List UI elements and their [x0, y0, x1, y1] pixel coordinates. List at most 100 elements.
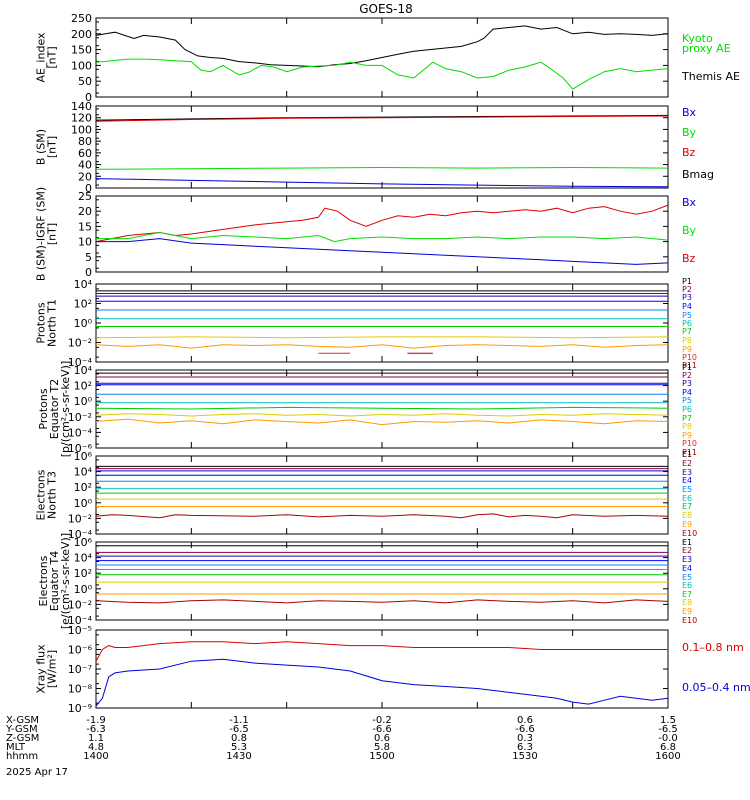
- series-line-Bz: [95, 204, 669, 243]
- y-axis-label: [nT]: [46, 223, 59, 245]
- y-tick-label: 50: [78, 75, 92, 88]
- panel-frame: [95, 541, 669, 621]
- y-axis-label: B (SM)-IGRF (SM): [35, 187, 48, 281]
- legend-entry: P1: [682, 363, 692, 372]
- x-row-value: 5.3: [231, 742, 247, 753]
- y-axis-label: North T1: [46, 299, 59, 347]
- legend-entry: P7: [682, 414, 692, 423]
- y-axis-label: [nT]: [46, 46, 59, 68]
- y-axis-label: Protons: [35, 302, 48, 343]
- x-row-value: 6.3: [517, 742, 533, 753]
- y-tick-label: 10⁴: [74, 466, 93, 479]
- y-tick-label: 10²: [74, 481, 92, 494]
- y-axis-label: North T3: [46, 471, 59, 519]
- y-tick-label: 10⁻²: [68, 337, 92, 350]
- series-line-Bx: [96, 238, 669, 265]
- x-row-value: -6.6: [372, 724, 392, 735]
- y-axis-label: [nT]: [46, 136, 59, 158]
- y-tick-label: 10²: [74, 567, 92, 580]
- y-tick-label: 40: [78, 159, 92, 172]
- legend-entry: Bx: [682, 196, 697, 209]
- y-tick-label: 15: [78, 220, 92, 233]
- legend-entry: P2: [682, 285, 692, 294]
- y-tick-label: 80: [78, 135, 92, 148]
- x-row-value: 5.8: [374, 742, 390, 753]
- y-tick-label: 10⁶: [74, 450, 93, 463]
- x-row-value: 0.3: [517, 733, 533, 744]
- x-row-value: 1400: [83, 751, 108, 762]
- series-line-E10: [95, 599, 669, 604]
- y-tick-label: 10⁰: [74, 497, 93, 510]
- y-tick-label: 10⁻²: [68, 598, 92, 611]
- legend-entry: P2: [682, 371, 692, 380]
- y-tick-label: 10⁻⁵: [68, 624, 92, 637]
- y-axis-label: Equator T2: [48, 379, 61, 439]
- x-row-value: 0.6: [374, 733, 390, 744]
- legend-entry: P3: [682, 293, 692, 302]
- y-tick-label: 10⁰: [74, 583, 93, 596]
- y-tick-label: 5: [85, 251, 92, 264]
- x-axis-annotation: X-GSM -1.9 -1.1 -0.2 0.6 1.5 Y-GSM -6.3 -6.5 -6.6…: [5, 715, 681, 778]
- series-line-By: [95, 166, 669, 170]
- legend-entry: P9: [682, 431, 692, 440]
- x-row-value: 6.8: [660, 742, 676, 753]
- legend-entry: E9: [682, 607, 692, 616]
- legend-entry: Bz: [682, 146, 696, 159]
- y-tick-label: 10⁴: [74, 364, 93, 377]
- legend-entry: 0.05–0.4 nm: [682, 681, 750, 694]
- y-tick-label: 10²: [74, 298, 92, 311]
- panel-8: 10⁻⁵ 10⁻⁶ 10⁻⁷ 10⁻⁸ 10⁻⁹ Xray flux[W/m²] 0.1–0…: [35, 624, 750, 715]
- y-tick-label: 10⁻⁷: [68, 663, 92, 676]
- legend-entry: P10: [682, 439, 697, 448]
- x-row-label: hhmm: [6, 751, 38, 762]
- legend-entry: P5: [682, 311, 692, 320]
- x-row-value: 0.8: [231, 733, 247, 744]
- y-tick-label: 250: [71, 12, 92, 25]
- y-axis-label: [p/(cm²-s-sr-keV)]: [59, 361, 72, 458]
- legend-entry: E1: [682, 450, 692, 459]
- legend-entry: E5: [682, 573, 692, 582]
- series-line-0.1–0.8-nm: [95, 641, 668, 662]
- legend-entry: Kyoto: [682, 32, 713, 45]
- y-tick-label: 120: [71, 112, 92, 125]
- legend-entry: E3: [682, 555, 692, 564]
- x-row-label: MLT: [6, 742, 26, 753]
- series-line-P7: [95, 406, 669, 410]
- y-tick-label: 10⁻⁴: [68, 528, 93, 541]
- legend-entry: E3: [682, 468, 692, 477]
- x-row-value: 1600: [655, 751, 680, 762]
- y-tick-label: 10⁻⁶: [68, 644, 93, 657]
- legend-entry: 0.1–0.8 nm: [682, 641, 744, 654]
- y-axis-label: AE_index: [35, 32, 48, 83]
- y-tick-label: 10⁰: [74, 395, 93, 408]
- y-tick-label: 10⁻⁴: [68, 356, 93, 369]
- y-tick-label: 100: [71, 123, 92, 136]
- legend-entry: Bx: [682, 106, 697, 119]
- x-row-value: 1.5: [660, 715, 676, 726]
- legend-entry: E7: [682, 502, 692, 511]
- series-line-Bx: [95, 178, 669, 188]
- x-row-value: 1530: [512, 751, 537, 762]
- date-label: 2025 Apr 17: [6, 767, 68, 778]
- x-row-value: 1500: [369, 751, 394, 762]
- legend-entry: E7: [682, 590, 692, 599]
- legend-entry: E10: [682, 529, 697, 538]
- y-tick-label: 10²: [74, 380, 92, 393]
- legend-entry: P6: [682, 319, 692, 328]
- series-line-Bz: [95, 115, 669, 122]
- legend-entry: E9: [682, 520, 692, 529]
- legend-entry: P11: [682, 448, 697, 457]
- legend-entry: P10: [682, 353, 697, 362]
- legend-entry: P3: [682, 379, 692, 388]
- x-row-value: -6.6: [515, 724, 535, 735]
- y-axis-label: Electrons: [37, 555, 50, 606]
- y-axis-label: [W/m²]: [46, 650, 59, 688]
- legend-entry: E2: [682, 546, 692, 555]
- series-line-P9: [95, 344, 669, 349]
- panel-frame: [95, 629, 669, 709]
- legend-entry: E5: [682, 485, 692, 494]
